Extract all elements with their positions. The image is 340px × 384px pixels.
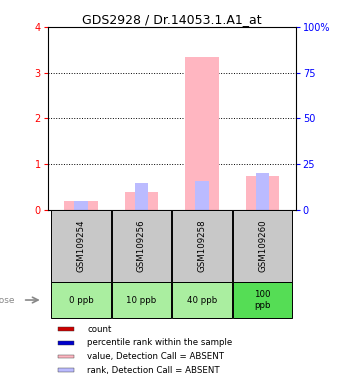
Text: GSM109254: GSM109254 [76,220,85,272]
Bar [57,368,74,372]
Title: GDS2928 / Dr.14053.1.A1_at: GDS2928 / Dr.14053.1.A1_at [82,13,261,26]
Text: GSM109256: GSM109256 [137,220,146,272]
Text: 100
ppb: 100 ppb [254,290,271,310]
Bar [57,341,74,345]
Bar [195,181,209,210]
Text: GSM109258: GSM109258 [198,220,206,272]
Bar [233,210,292,282]
Bar [246,176,279,210]
Bar [256,174,269,210]
Text: GSM109260: GSM109260 [258,220,267,272]
Bar [172,282,232,318]
Bar [172,210,232,282]
Text: dose: dose [0,296,15,305]
Bar [74,201,88,210]
Bar [57,327,74,331]
Bar [64,201,98,210]
Bar [233,282,292,318]
Bar [57,355,74,358]
Bar [112,282,171,318]
Bar [125,192,158,210]
Text: 40 ppb: 40 ppb [187,296,217,305]
Text: value, Detection Call = ABSENT: value, Detection Call = ABSENT [87,352,224,361]
Text: rank, Detection Call = ABSENT: rank, Detection Call = ABSENT [87,366,220,375]
Bar [135,182,148,210]
Bar [51,210,110,282]
Text: percentile rank within the sample: percentile rank within the sample [87,338,233,348]
Text: 10 ppb: 10 ppb [126,296,156,305]
Bar [51,282,110,318]
Text: count: count [87,325,112,334]
Text: 0 ppb: 0 ppb [69,296,93,305]
Bar [185,57,219,210]
Bar [112,210,171,282]
